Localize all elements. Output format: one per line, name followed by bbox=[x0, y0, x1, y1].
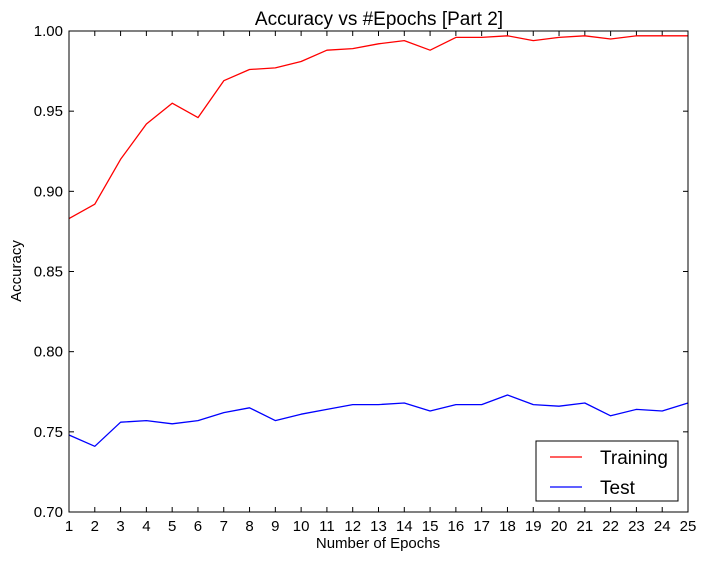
y-tick-label: 0.90 bbox=[34, 183, 63, 200]
x-tick-label: 13 bbox=[370, 518, 387, 535]
x-tick-label: 24 bbox=[654, 518, 671, 535]
x-tick-label: 25 bbox=[680, 518, 697, 535]
x-tick-label: 4 bbox=[142, 518, 150, 535]
x-axis-label: Number of Epochs bbox=[316, 535, 440, 552]
series-line-training bbox=[68, 35, 688, 220]
x-tick-label: 23 bbox=[628, 518, 645, 535]
chart-title: Accuracy vs #Epochs [Part 2] bbox=[255, 9, 503, 30]
x-tick-label: 3 bbox=[116, 518, 124, 535]
x-tick-label: 11 bbox=[319, 518, 335, 535]
y-tick-label: 0.80 bbox=[34, 344, 63, 361]
x-tick-label: 14 bbox=[396, 518, 413, 535]
series-lines bbox=[68, 35, 689, 447]
y-tick-label: 0.85 bbox=[34, 264, 63, 281]
x-tick-label: 16 bbox=[448, 518, 465, 535]
x-tick-label: 21 bbox=[576, 518, 593, 535]
x-tick-label: 15 bbox=[422, 518, 439, 535]
y-tick-label: 1.00 bbox=[34, 23, 63, 40]
x-tick-labels: 1 2 3 4 5 6 7 8 9 10 11 12 13 14 15 16 17 18 19 20 21 22 23 24 2… bbox=[65, 518, 697, 535]
x-tick-label: 17 bbox=[473, 518, 490, 535]
x-tick-label: 8 bbox=[245, 518, 253, 535]
x-tick-label: 20 bbox=[551, 518, 568, 535]
y-tick-label: 0.70 bbox=[34, 504, 63, 521]
y-tick-labels: 0.70 0.75 0.80 0.85 0.90 0.95 1.00 bbox=[34, 23, 63, 521]
x-tick-label: 19 bbox=[525, 518, 542, 535]
plot-frame bbox=[68, 30, 689, 513]
x-tick-label: 12 bbox=[344, 518, 361, 535]
x-tick-label: 10 bbox=[293, 518, 310, 535]
y-tick-label: 0.95 bbox=[34, 103, 63, 120]
x-tick-label: 9 bbox=[271, 518, 279, 535]
legend-label-training: Training bbox=[600, 448, 668, 469]
x-tick-label: 7 bbox=[220, 518, 228, 535]
legend-label-test: Test bbox=[600, 478, 636, 499]
x-tick-label: 1 bbox=[65, 518, 73, 535]
legend: Training Test bbox=[535, 440, 679, 502]
y-axis-label: Accuracy bbox=[8, 240, 25, 302]
x-tick-label: 22 bbox=[602, 518, 619, 535]
tick-marks bbox=[68, 30, 689, 513]
x-tick-label: 5 bbox=[168, 518, 176, 535]
y-tick-label: 0.75 bbox=[34, 424, 63, 441]
x-tick-label: 18 bbox=[499, 518, 516, 535]
legend-box bbox=[535, 440, 679, 502]
x-tick-label: 6 bbox=[194, 518, 202, 535]
x-tick-label: 2 bbox=[91, 518, 99, 535]
series-line-test bbox=[68, 394, 689, 447]
